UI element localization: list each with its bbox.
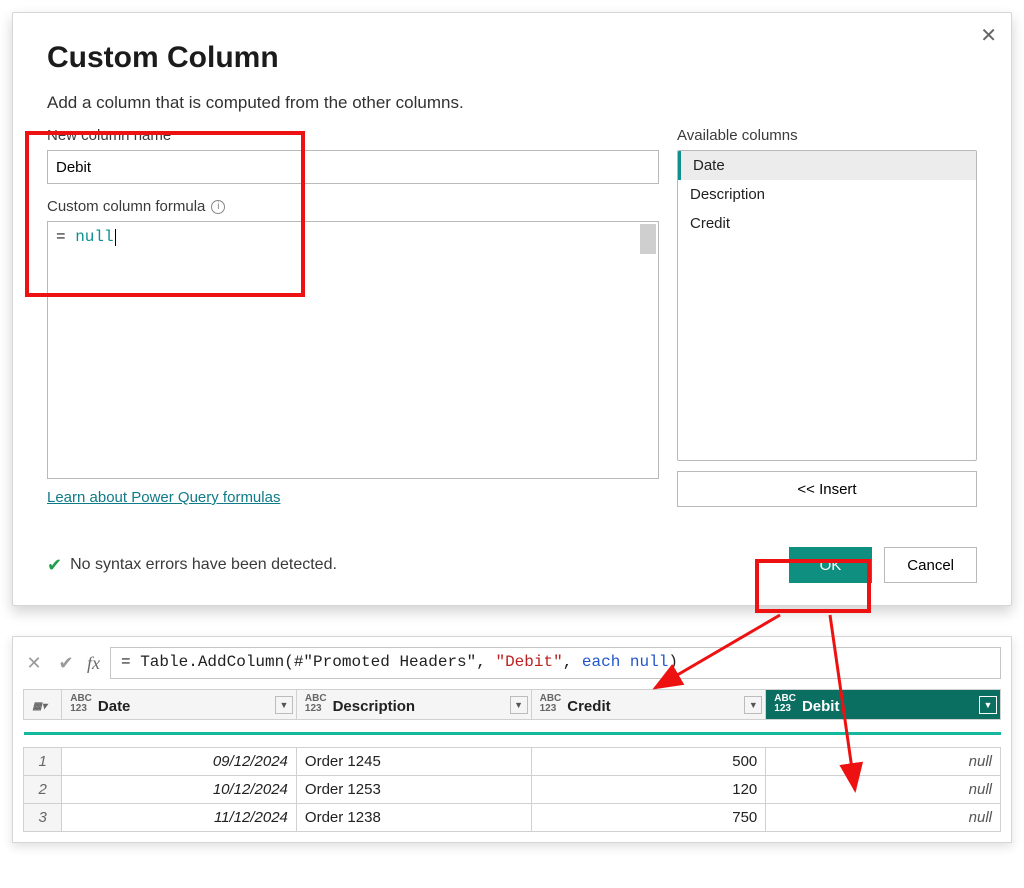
close-icon[interactable]: ✕: [980, 23, 997, 48]
new-column-name-label: New column name: [47, 127, 659, 144]
formula-keyword: null: [75, 228, 113, 246]
available-columns-label: Available columns: [677, 127, 977, 144]
cell-date[interactable]: 11/12/2024: [62, 804, 297, 832]
cell-date[interactable]: 10/12/2024: [62, 776, 297, 804]
formula-text: = Table.AddColumn(#"Promoted Headers",: [121, 653, 495, 671]
column-header-debit[interactable]: ABC123Debit▼: [766, 690, 1001, 720]
cancel-button[interactable]: Cancel: [884, 547, 977, 583]
cell-credit[interactable]: 750: [531, 804, 766, 832]
column-header-description[interactable]: ABC123Description▼: [296, 690, 531, 720]
column-filter-icon[interactable]: ▼: [744, 696, 762, 714]
dialog-subtitle: Add a column that is computed from the o…: [47, 93, 977, 113]
cancel-formula-icon[interactable]: ✕: [23, 652, 45, 674]
table-row[interactable]: 210/12/2024Order 1253120null: [24, 776, 1001, 804]
cell-credit[interactable]: 120: [531, 776, 766, 804]
row-number: 1: [24, 748, 62, 776]
formula-input[interactable]: = null: [47, 221, 659, 479]
new-column-name-input[interactable]: [47, 150, 659, 184]
cell-debit[interactable]: null: [766, 776, 1001, 804]
status-text: No syntax errors have been detected.: [70, 556, 777, 574]
cell-description[interactable]: Order 1245: [296, 748, 531, 776]
table-corner[interactable]: ▦▾: [24, 690, 62, 720]
table-row[interactable]: 311/12/2024Order 1238750null: [24, 804, 1001, 832]
cell-date[interactable]: 09/12/2024: [62, 748, 297, 776]
fx-icon: fx: [87, 653, 100, 674]
data-table: ▦▾ ABC123Date▼ ABC123Description▼ ABC123…: [23, 689, 1001, 832]
accent-underline: [24, 732, 1001, 735]
column-header-credit[interactable]: ABC123Credit▼: [531, 690, 766, 720]
column-filter-icon[interactable]: ▼: [510, 696, 528, 714]
custom-column-dialog: ✕ Custom Column Add a column that is com…: [12, 12, 1012, 606]
column-filter-icon[interactable]: ▼: [979, 696, 997, 714]
formula-keyword: null: [630, 653, 668, 671]
commit-formula-icon[interactable]: ✔: [55, 652, 77, 674]
dialog-title: Custom Column: [47, 41, 977, 75]
row-number: 3: [24, 804, 62, 832]
cell-credit[interactable]: 500: [531, 748, 766, 776]
check-icon: ✔: [47, 555, 62, 576]
available-column-item[interactable]: Date: [678, 151, 976, 180]
cell-description[interactable]: Order 1238: [296, 804, 531, 832]
learn-link[interactable]: Learn about Power Query formulas: [47, 489, 280, 506]
formula-bar[interactable]: = Table.AddColumn(#"Promoted Headers", "…: [110, 647, 1001, 679]
formula-text: ): [668, 653, 678, 671]
cell-debit[interactable]: null: [766, 748, 1001, 776]
formula-keyword: each: [582, 653, 620, 671]
formula-label: Custom column formula i: [47, 198, 659, 215]
insert-button[interactable]: << Insert: [677, 471, 977, 507]
formula-label-text: Custom column formula: [47, 198, 205, 215]
row-number: 2: [24, 776, 62, 804]
formula-text: ,: [563, 653, 582, 671]
column-filter-icon[interactable]: ▼: [275, 696, 293, 714]
scrollbar[interactable]: [640, 224, 656, 254]
ok-button[interactable]: OK: [789, 547, 873, 583]
query-editor: ✕ ✔ fx = Table.AddColumn(#"Promoted Head…: [12, 636, 1012, 843]
formula-string: "Debit": [495, 653, 562, 671]
column-header-date[interactable]: ABC123Date▼: [62, 690, 297, 720]
available-column-item[interactable]: Credit: [678, 209, 976, 238]
available-column-item[interactable]: Description: [678, 180, 976, 209]
formula-text: [620, 653, 630, 671]
available-columns-list[interactable]: Date Description Credit: [677, 150, 977, 461]
table-row[interactable]: 109/12/2024Order 1245500null: [24, 748, 1001, 776]
info-icon[interactable]: i: [211, 200, 225, 214]
text-cursor: [115, 229, 116, 246]
formula-prefix: =: [56, 228, 75, 246]
cell-description[interactable]: Order 1253: [296, 776, 531, 804]
cell-debit[interactable]: null: [766, 804, 1001, 832]
